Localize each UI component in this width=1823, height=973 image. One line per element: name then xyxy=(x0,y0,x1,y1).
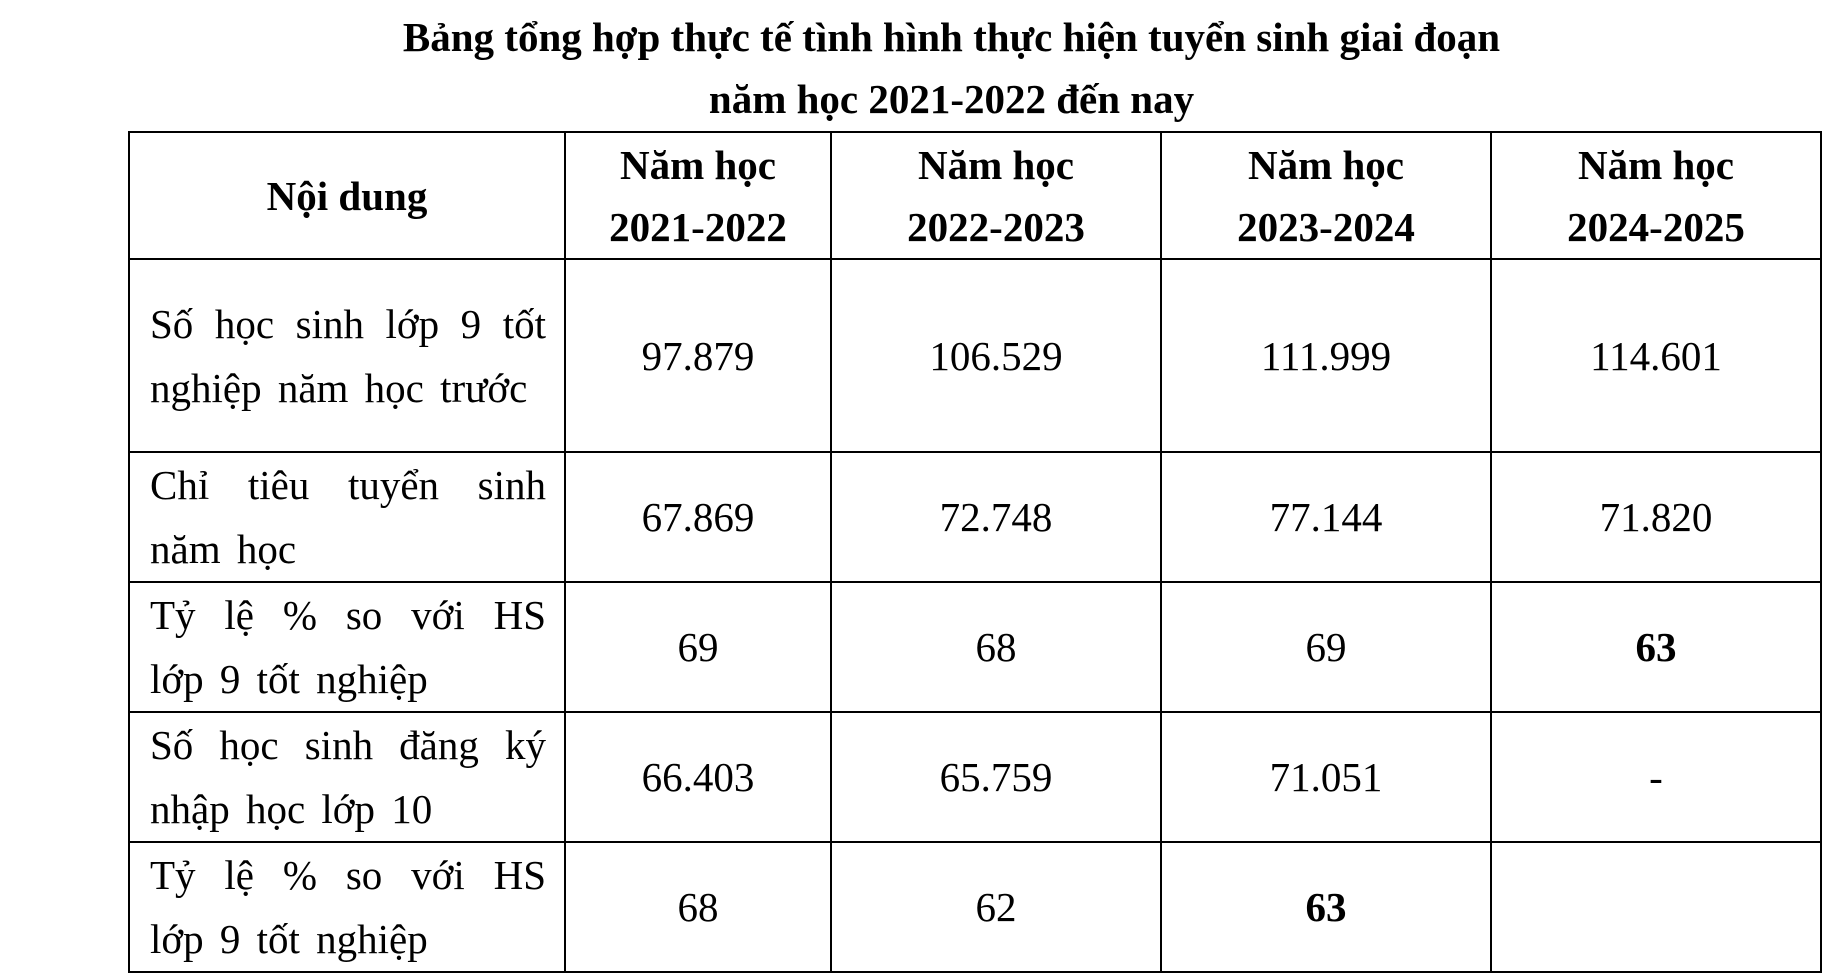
header-cell: Năm học 2021-2022 xyxy=(564,131,832,260)
cell: 72.748 xyxy=(830,451,1162,583)
row: Chỉ tiêu tuyển sinh năm học 67.869 72.74… xyxy=(128,451,1822,583)
cell xyxy=(1490,841,1822,973)
cell: 97.879 xyxy=(564,258,832,453)
cell: 77.144 xyxy=(1160,451,1492,583)
cell: 66.403 xyxy=(564,711,832,843)
row-label: Số học sinh lớp 9 tốt nghiệp năm học trư… xyxy=(128,258,566,453)
cell: 67.869 xyxy=(564,451,832,583)
header-cell: Năm học 2023-2024 xyxy=(1160,131,1492,260)
row: Số học sinh đăng ký nhập học lớp 10 66.4… xyxy=(128,711,1822,843)
header-line: 2021-2022 xyxy=(609,203,787,250)
header-line: Năm học xyxy=(917,141,1074,188)
row-label: Tỷ lệ % so với HS lớp 9 tốt nghiệp xyxy=(128,841,566,973)
header-line: 2024-2025 xyxy=(1567,203,1745,250)
title-line: năm học 2021-2022 đến nay xyxy=(708,76,1195,122)
row: Số học sinh lớp 9 tốt nghiệp năm học trư… xyxy=(128,258,1822,453)
header-cell: Năm học 2024-2025 xyxy=(1490,131,1822,260)
cell: 68 xyxy=(564,841,832,973)
cell: 62 xyxy=(830,841,1162,973)
row-label: Tỷ lệ % so với HS lớp 9 tốt nghiệp xyxy=(128,581,566,713)
header-line: 2023-2024 xyxy=(1237,203,1415,250)
cell: 111.999 xyxy=(1160,258,1492,453)
title: Bảng tổng hợp thực tế tình hình thực hiệ… xyxy=(0,6,1823,130)
cell: 65.759 xyxy=(830,711,1162,843)
header-cell: Nội dung xyxy=(128,131,566,260)
row-label: Chỉ tiêu tuyển sinh năm học xyxy=(128,451,566,583)
header-line: Năm học xyxy=(1577,141,1734,188)
header-row: Nội dung Năm học 2021-2022 Năm học 2022-20… xyxy=(128,131,1822,260)
cell: 68 xyxy=(830,581,1162,713)
cell: 71.820 xyxy=(1490,451,1822,583)
header-line: Năm học xyxy=(1247,141,1404,188)
header-line: Năm học xyxy=(619,141,776,188)
table: Nội dung Năm học 2021-2022 Năm học 2022-20… xyxy=(128,131,1822,973)
cell: 106.529 xyxy=(830,258,1162,453)
row-label: Số học sinh đăng ký nhập học lớp 10 xyxy=(128,711,566,843)
row: Tỷ lệ % so với HS lớp 9 tốt nghiệp 68 62… xyxy=(128,841,1822,973)
cell: 71.051 xyxy=(1160,711,1492,843)
cell: 69 xyxy=(1160,581,1492,713)
header-line: 2022-2023 xyxy=(907,203,1085,250)
row: Tỷ lệ % so với HS lớp 9 tốt nghiệp 69 68… xyxy=(128,581,1822,713)
cell: 63 xyxy=(1160,841,1492,973)
cell: 69 xyxy=(564,581,832,713)
header-cell: Năm học 2022-2023 xyxy=(830,131,1162,260)
cell: 63 xyxy=(1490,581,1822,713)
cell: 114.601 xyxy=(1490,258,1822,453)
title-line: Bảng tổng hợp thực tế tình hình thực hiệ… xyxy=(402,14,1501,60)
cell: - xyxy=(1490,711,1822,843)
